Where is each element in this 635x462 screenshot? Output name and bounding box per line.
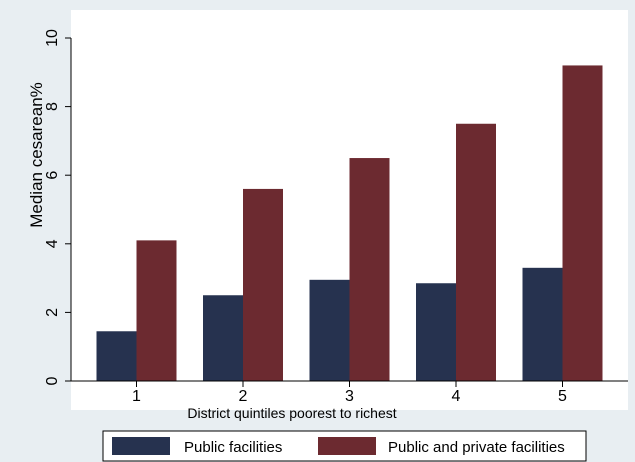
y-tick-label-10: 10 [44,29,61,47]
x-ticks-group: 1 2 3 4 5 [132,381,567,405]
x-axis-title: District quintiles poorest to richest [187,405,396,421]
legend-swatch-public [112,437,170,455]
bar-public-private-5 [562,65,603,381]
legend-label-public-private: Public and private facilities [388,439,565,456]
bar-public-4 [416,283,456,381]
y-tick-label-8: 8 [44,102,61,111]
bars-group [96,65,603,381]
bar-public-private-4 [456,123,496,381]
x-tick-label-2: 2 [239,388,248,405]
y-tick-label-2: 2 [44,308,61,317]
y-tick-label-6: 6 [44,171,61,180]
x-tick-label-5: 5 [558,388,567,405]
x-tick-label-1: 1 [132,388,141,405]
y-tick-label-4: 4 [44,239,61,248]
x-tick-label-4: 4 [452,388,461,405]
legend: Public facilities Public and private fac… [102,430,587,462]
y-ticks-group: 0 2 4 6 8 10 [44,29,71,385]
y-tick-label-0: 0 [44,376,61,385]
y-axis-title: Median cesarean% [27,82,46,228]
bar-public-5 [522,267,563,381]
x-tick-label-3: 3 [345,388,354,405]
bar-public-private-2 [243,188,283,381]
bar-public-1 [96,331,137,381]
legend-swatch-public-private [318,437,376,455]
bar-public-2 [203,295,243,381]
bar-public-private-3 [349,158,390,381]
legend-label-public: Public facilities [184,439,282,456]
bar-public-private-1 [136,240,177,381]
bar-public-3 [309,279,350,381]
